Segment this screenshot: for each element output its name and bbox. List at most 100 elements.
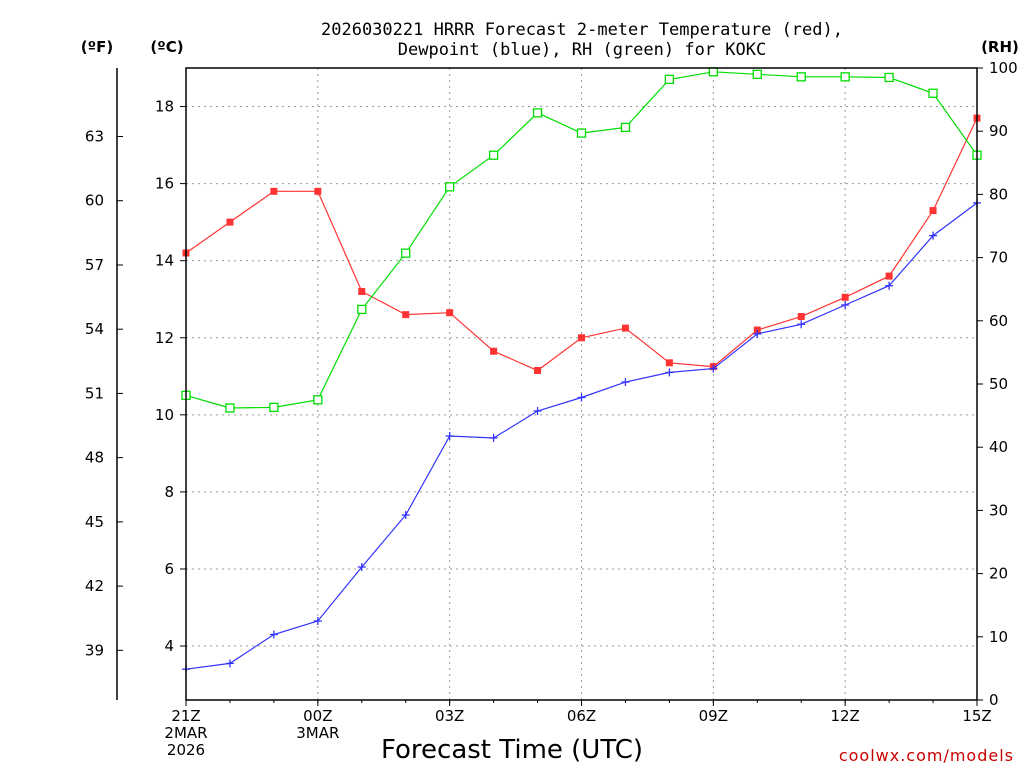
temperature-point <box>841 293 849 301</box>
rh-point <box>269 402 279 413</box>
dewpoint-point <box>709 364 718 373</box>
x-tick-label: 00Z <box>303 707 332 725</box>
dewpoint-point <box>445 432 454 441</box>
x-tick-label: 3MAR <box>296 724 339 742</box>
x-tick-label: 03Z <box>435 707 464 725</box>
plot-frame <box>185 67 978 701</box>
x-tick-label: 12Z <box>830 707 859 725</box>
temperature-point <box>621 324 629 332</box>
temperature-point <box>665 359 673 367</box>
temperature-point <box>929 207 937 215</box>
f-tick-label: 54 <box>85 320 104 338</box>
rh-point <box>225 403 235 413</box>
series-dewpoint <box>182 198 981 674</box>
dewpoint-point <box>885 281 894 290</box>
temperature-point <box>446 309 454 317</box>
temperature-point <box>534 367 542 375</box>
temperature-point <box>797 313 805 321</box>
chart-title-line-2: Dewpoint (blue), RH (green) for KOKC <box>398 40 766 60</box>
dewpoint-point <box>357 563 366 572</box>
rh-point <box>576 128 587 138</box>
rh-tick-label: 30 <box>989 501 1008 519</box>
rh-point <box>884 72 894 83</box>
c-tick-label: 18 <box>155 98 174 116</box>
temperature-point <box>402 311 410 319</box>
rh-unit-label: (RH) <box>981 38 1019 56</box>
f-tick-label: 45 <box>85 513 104 531</box>
temperature-point <box>314 187 322 195</box>
f-tick-label: 51 <box>85 384 104 402</box>
rh-point <box>708 67 718 77</box>
rh-point <box>620 122 631 133</box>
x-tick-label: 21Z <box>171 707 200 725</box>
rh-point <box>532 108 543 118</box>
temperature-point <box>885 272 893 280</box>
source-credit: coolwx.com/models <box>839 746 1014 765</box>
x-tick-label: 06Z <box>567 707 596 725</box>
c-tick-label: 12 <box>155 329 174 347</box>
f-tick-label: 63 <box>85 128 104 146</box>
x-tick-label: 2026 <box>167 741 205 759</box>
f-tick-label: 42 <box>85 577 104 595</box>
rh-point <box>796 72 806 82</box>
rh-tick-label: 50 <box>989 375 1008 393</box>
fahrenheit-unit-label: (ºF) <box>81 38 113 56</box>
dewpoint-point <box>841 301 850 309</box>
rh-point <box>357 304 367 315</box>
rh-tick-label: 80 <box>989 185 1008 203</box>
rh-point <box>488 150 499 160</box>
rh-point <box>313 395 323 405</box>
c-tick-label: 14 <box>155 252 174 270</box>
dewpoint-point <box>401 511 410 520</box>
rh-tick-label: 10 <box>989 628 1008 646</box>
x-tick-label: 15Z <box>962 707 991 725</box>
rh-tick-label: 90 <box>989 122 1008 140</box>
dewpoint-point <box>313 617 322 625</box>
temperature-point <box>490 347 498 355</box>
c-tick-label: 6 <box>164 560 174 578</box>
f-tick-label: 48 <box>85 449 104 467</box>
rh-tick-label: 60 <box>989 312 1008 330</box>
dewpoint-point <box>665 368 674 377</box>
rh-point <box>752 69 762 79</box>
dewpoint-point <box>533 406 542 415</box>
x-tick-label: 2MAR <box>164 724 207 742</box>
dewpoint-point <box>797 320 806 329</box>
temperature-point <box>578 334 585 342</box>
series-rh <box>181 67 982 413</box>
rh-tick-label: 40 <box>989 438 1008 456</box>
chart-title-line-1: 2026030221 HRRR Forecast 2-meter Tempera… <box>321 20 843 40</box>
c-tick-label: 4 <box>164 637 174 655</box>
c-tick-label: 10 <box>155 406 174 424</box>
dewpoint-point <box>269 630 278 639</box>
rh-point <box>401 248 411 258</box>
dewpoint-point <box>753 329 762 338</box>
rh-tick-label: 20 <box>989 565 1008 583</box>
dewpoint-point <box>621 378 630 387</box>
series-layer <box>181 67 982 674</box>
dewpoint-point <box>489 433 498 442</box>
rh-tick-label: 70 <box>989 249 1008 267</box>
rh-point <box>664 74 675 85</box>
rh-point <box>840 72 850 82</box>
f-tick-label: 39 <box>85 641 104 659</box>
rh-point <box>928 88 938 98</box>
temperature-point <box>270 187 278 195</box>
temperature-point <box>226 218 234 226</box>
rh-tick-label: 0 <box>989 691 999 709</box>
temperature-point <box>358 288 366 296</box>
gridlines <box>186 68 977 700</box>
dewpoint-point <box>577 393 586 402</box>
axes-layer: 4 6 8 10 12 14 16 18 39 42 45 48 51 54 57 60 63 0 10 20 30 40… <box>85 59 1018 759</box>
c-tick-label: 8 <box>164 483 174 501</box>
f-tick-label: 57 <box>85 256 104 274</box>
celsius-unit-label: (ºC) <box>150 38 183 56</box>
dewpoint-point <box>929 231 938 240</box>
f-tick-label: 60 <box>85 192 104 210</box>
dewpoint-point <box>225 659 234 668</box>
c-tick-label: 16 <box>155 175 174 193</box>
rh-point <box>445 182 455 192</box>
x-tick-label: 09Z <box>699 707 728 725</box>
rh-tick-label: 100 <box>989 59 1018 77</box>
